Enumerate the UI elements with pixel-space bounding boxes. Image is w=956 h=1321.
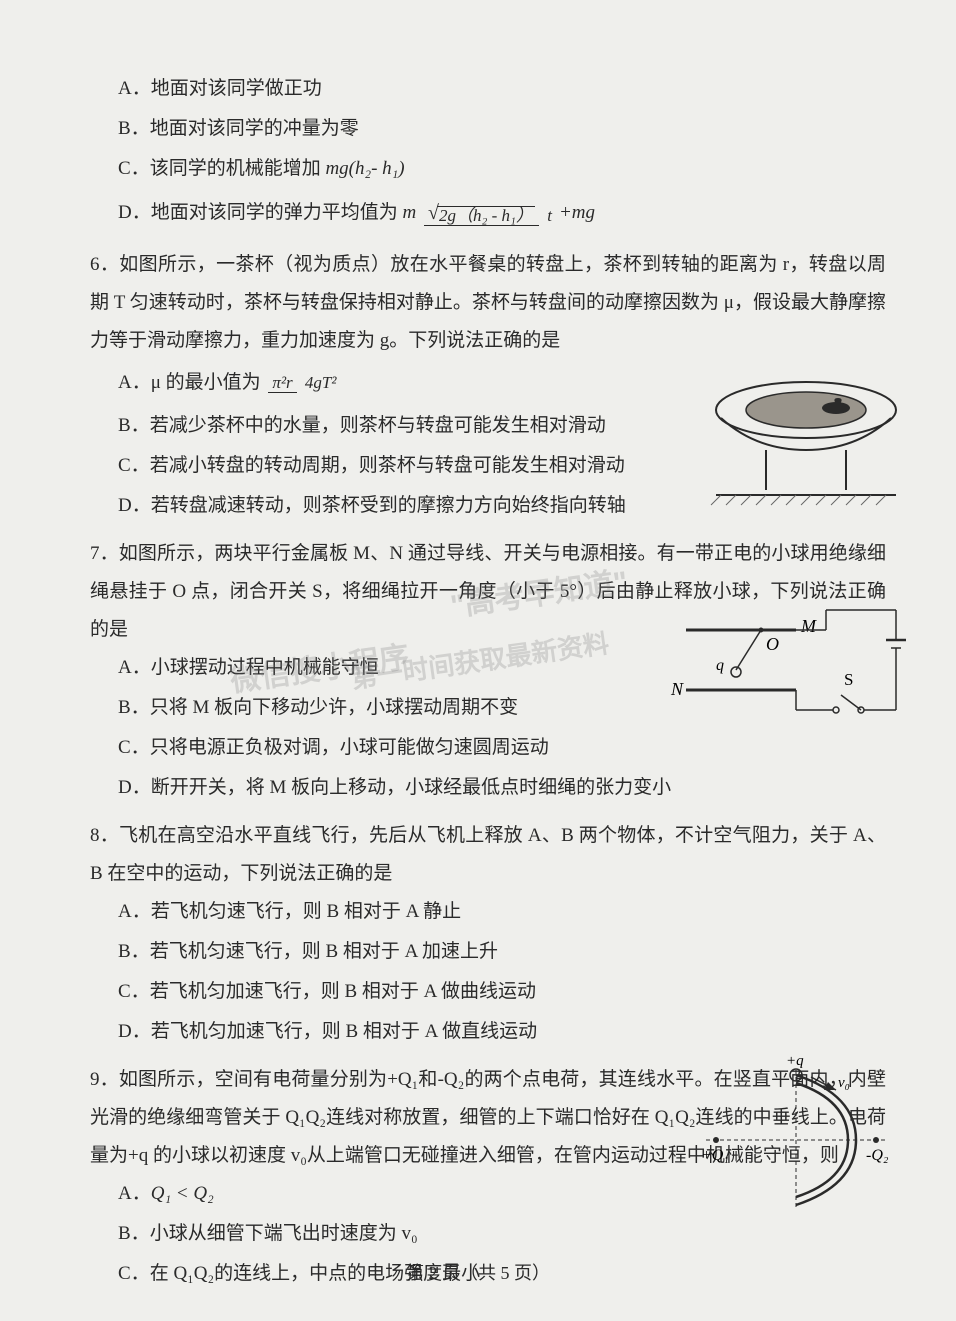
q8-d-text: 若飞机匀加速飞行，则 B 相对于 A 做直线运动 [151, 1021, 537, 1042]
q6-figure [706, 370, 906, 534]
q8-opt-c: C．若飞机匀加速飞行，则 B 相对于 A 做曲线运动 [118, 973, 886, 1011]
q5-opt-c-formula: mg(h₂- h₁) [325, 158, 404, 179]
circuit-diagram-icon: M N O q S [666, 600, 916, 730]
q6-intro-text: 如图所示，一茶杯（视为质点）放在水平餐桌的转盘上，茶杯到转轴的距离为 r，转盘以… [90, 254, 886, 351]
page-footer: 第 2 页（共 5 页） [0, 1255, 956, 1291]
q7-d-text: 断开开关，将 M 板向上移动，小球经最低点时细绳的张力变小 [151, 777, 671, 798]
q5-opt-a: A．地面对该同学做正功 [118, 70, 886, 108]
q5-d-radicand: 2g（h₂ - h₁） [437, 206, 535, 226]
q7-a-text: 小球摆动过程中机械能守恒 [151, 657, 379, 678]
q7-figure: M N O q S [666, 600, 916, 744]
q7-c-text: 只将电源正负极对调，小球可能做匀速圆周运动 [150, 737, 549, 758]
q8-b-text: 若飞机匀速飞行，则 B 相对于 A 加速上升 [150, 941, 498, 962]
label-topq: +q [786, 1055, 804, 1069]
q8-c-text: 若飞机匀加速飞行，则 B 相对于 A 做曲线运动 [150, 981, 536, 1002]
q8-intro: 8．飞机在高空沿水平直线飞行，先后从飞机上释放 A、B 两个物体，不计空气阻力，… [90, 817, 886, 893]
q8-opt-b: B．若飞机匀速飞行，则 B 相对于 A 加速上升 [118, 933, 886, 971]
q8-opt-d: D．若飞机匀加速飞行，则 B 相对于 A 做直线运动 [118, 1013, 886, 1051]
label-o: O [766, 634, 779, 654]
q6-num: 6． [90, 254, 119, 275]
q5-opt-c: C．该同学的机械能增加 mg(h₂- h₁) [118, 150, 886, 188]
label-s: S [844, 670, 853, 689]
q8-intro-text: 飞机在高空沿水平直线飞行，先后从飞机上释放 A、B 两个物体，不计空气阻力，关于… [90, 825, 886, 884]
q6-a-frac: π²r 4gT² [268, 374, 340, 393]
q8-num: 8． [90, 825, 119, 846]
label-q1: +Q₁ [701, 1147, 729, 1164]
q7-b-text: 只将 M 板向下移动少许，小球摆动周期不变 [150, 697, 518, 718]
q9-b-text: 小球从细管下端飞出时速度为 v₀ [150, 1223, 418, 1244]
q7-opt-d: D．断开开关，将 M 板向上移动，小球经最低点时细绳的张力变小 [118, 769, 886, 807]
q8-a-text: 若飞机匀速飞行，则 B 相对于 A 静止 [151, 901, 461, 922]
q7-num: 7． [90, 543, 119, 564]
q5-options: A．地面对该同学做正功 B．地面对该同学的冲量为零 C．该同学的机械能增加 mg… [90, 70, 886, 236]
label-v0: v₀ [838, 1075, 850, 1091]
q5-opt-c-prefix: 该同学的机械能增加 [150, 158, 326, 179]
q6-c-text: 若减小转盘的转动周期，则茶杯与转盘可能发生相对滑动 [150, 455, 625, 476]
exam-page: A．地面对该同学做正功 B．地面对该同学的冲量为零 C．该同学的机械能增加 mg… [0, 0, 956, 1321]
q5-opt-d-lead: m [403, 202, 417, 223]
q5-opt-d-prefix: 地面对该同学的弹力平均值为 [151, 202, 403, 223]
label-n: N [670, 679, 684, 699]
q9-a-text: Q₁ < Q₂ [151, 1183, 214, 1204]
q5-d-den: t [543, 206, 556, 225]
label-q2: -Q₂ [866, 1147, 889, 1164]
q5-d-tail: +mg [559, 202, 595, 223]
q8-opt-a: A．若飞机匀速飞行，则 B 相对于 A 静止 [118, 893, 886, 931]
q5-opt-b-text: 地面对该同学的冲量为零 [150, 118, 359, 139]
q9-figure: +Q₁ -Q₂ +q v₀ [696, 1055, 906, 1239]
label-q: q [716, 657, 724, 674]
q5-opt-a-text: 地面对该同学做正功 [151, 78, 322, 99]
q5-opt-b: B．地面对该同学的冲量为零 [118, 110, 886, 148]
label-m: M [800, 616, 817, 636]
q5-opt-d-frac: √2g（h₂ - h₁） t [424, 202, 556, 226]
q9-num: 9． [90, 1069, 119, 1090]
q6-intro: 6．如图所示，一茶杯（视为质点）放在水平餐桌的转盘上，茶杯到转轴的距离为 r，转… [90, 246, 886, 360]
turntable-diagram-icon [706, 370, 906, 520]
q6-b-text: 若减少茶杯中的水量，则茶杯与转盘可能发生相对滑动 [150, 415, 606, 436]
charge-tube-diagram-icon: +Q₁ -Q₂ +q v₀ [696, 1055, 906, 1225]
q6-d-text: 若转盘减速转动，则茶杯受到的摩擦力方向始终指向转轴 [151, 495, 626, 516]
q6-a-num: π²r [268, 373, 296, 393]
q8: 8．飞机在高空沿水平直线飞行，先后从飞机上释放 A、B 两个物体，不计空气阻力，… [90, 817, 886, 1051]
q6-a-prefix: μ 的最小值为 [151, 372, 261, 393]
q6-a-den: 4gT² [301, 373, 341, 392]
q5-opt-d: D．地面对该同学的弹力平均值为 m √2g（h₂ - h₁） t +mg [118, 190, 886, 236]
